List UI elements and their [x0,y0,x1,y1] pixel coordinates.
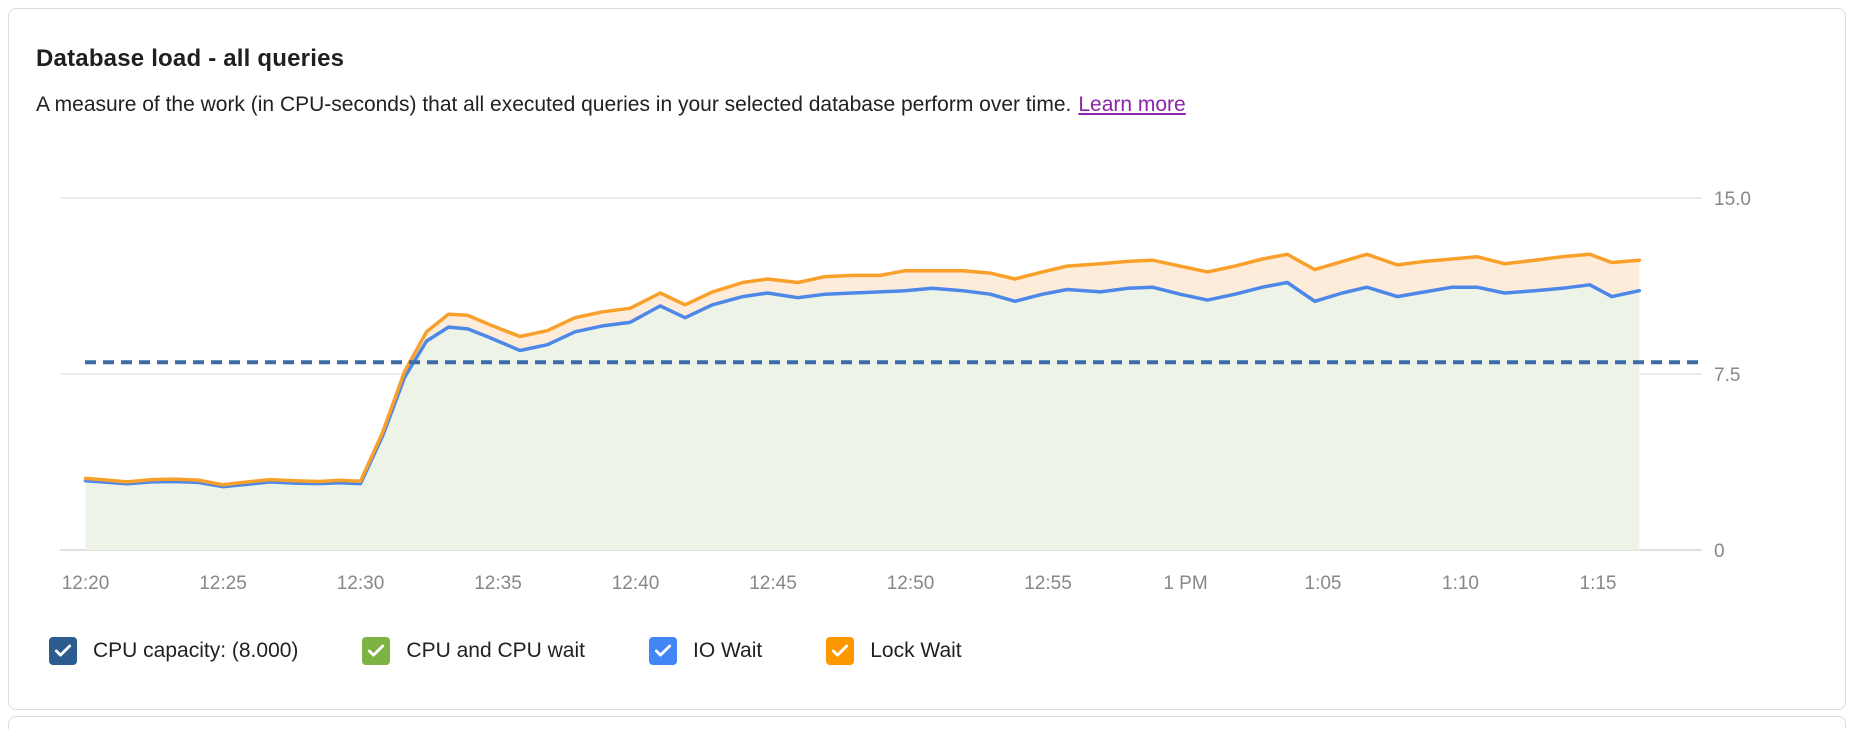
legend-label: CPU and CPU wait [406,639,585,662]
io-wait-line [83,280,1642,489]
x-tick-label: 12:40 [612,573,660,594]
lock-wait-line [83,252,1642,487]
page-title: Database load - all queries [36,45,345,72]
legend-item-lock-wait[interactable]: Lock Wait [826,637,962,665]
lock-wait-band [85,254,1640,487]
legend-label: IO Wait [692,639,763,662]
x-axis-labels: 12:20 12:25 12:30 12:35 12:40 12:45 12:50 12:55… [62,573,1617,594]
legend-checkbox[interactable] [648,637,677,665]
legend-checkbox[interactable] [49,637,77,665]
legend-label: Lock Wait [870,639,962,662]
x-tick-label: 12:20 [62,573,110,594]
chart-area-fills [85,254,1640,550]
legend-checkbox[interactable] [826,637,855,665]
x-tick-label: 12:30 [337,573,385,594]
legend-item-cpu-and-cpu-wait[interactable]: CPU and CPU wait [362,637,585,665]
checkbox-checked-icon [832,644,849,657]
x-tick-label: 12:50 [887,573,935,594]
x-tick-label: 1:05 [1305,573,1342,594]
y-tick-label: 0 [1714,541,1725,562]
legend-item-cpu-capacity-8-000[interactable]: CPU capacity: (8.000) [49,637,298,665]
cpu-wait-area [85,283,1640,550]
chart-description-text: A measure of the work (in CPU-seconds) t… [36,93,1072,116]
chart-description: A measure of the work (in CPU-seconds) t… [36,93,1186,117]
chart-series-lines [83,252,1642,489]
database-load-card: Database load - all queries A measure of… [8,8,1846,710]
legend-item-io-wait[interactable]: IO Wait [648,637,763,665]
chart-legend: CPU capacity: (8.000) CPU and CPU wait IO … [49,637,962,665]
next-card-top-edge [8,716,1846,729]
checkbox-checked-icon [654,644,672,657]
y-tick-label: 7.5 [1714,365,1740,386]
checkbox-checked-icon [54,644,72,657]
y-tick-label: 15.0 [1714,189,1751,210]
legend-label: CPU capacity: (8.000) [93,639,299,662]
x-tick-label: 12:55 [1024,573,1072,594]
legend-checkbox[interactable] [362,637,391,665]
x-tick-label: 12:45 [749,573,797,594]
checkbox-checked-icon [368,644,385,657]
y-axis-labels: 0 7.5 15.0 [1714,189,1751,562]
x-tick-label: 1:10 [1442,573,1479,594]
x-tick-label: 12:35 [474,573,522,594]
learn-more-link[interactable]: Learn more [1078,93,1186,116]
x-tick-label: 1:15 [1580,573,1617,594]
x-tick-label: 12:25 [199,573,247,594]
database-load-chart[interactable]: 12:20 12:25 12:30 12:35 12:40 12:45 12:50 12:55… [9,9,1845,709]
x-tick-label: 1 PM [1163,573,1207,594]
